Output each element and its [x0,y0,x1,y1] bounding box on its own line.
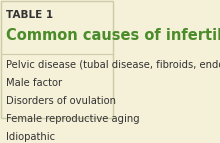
Text: Idiopathic: Idiopathic [6,132,55,142]
Text: Common causes of infertility: Common causes of infertility [6,28,220,43]
Text: Female reproductive aging: Female reproductive aging [6,114,140,124]
Text: Pelvic disease (tubal disease, fibroids, endometriosis): Pelvic disease (tubal disease, fibroids,… [6,60,220,70]
Text: TABLE 1: TABLE 1 [6,10,53,20]
Text: Disorders of ovulation: Disorders of ovulation [6,96,116,106]
FancyBboxPatch shape [1,1,113,118]
Text: Male factor: Male factor [6,78,62,88]
